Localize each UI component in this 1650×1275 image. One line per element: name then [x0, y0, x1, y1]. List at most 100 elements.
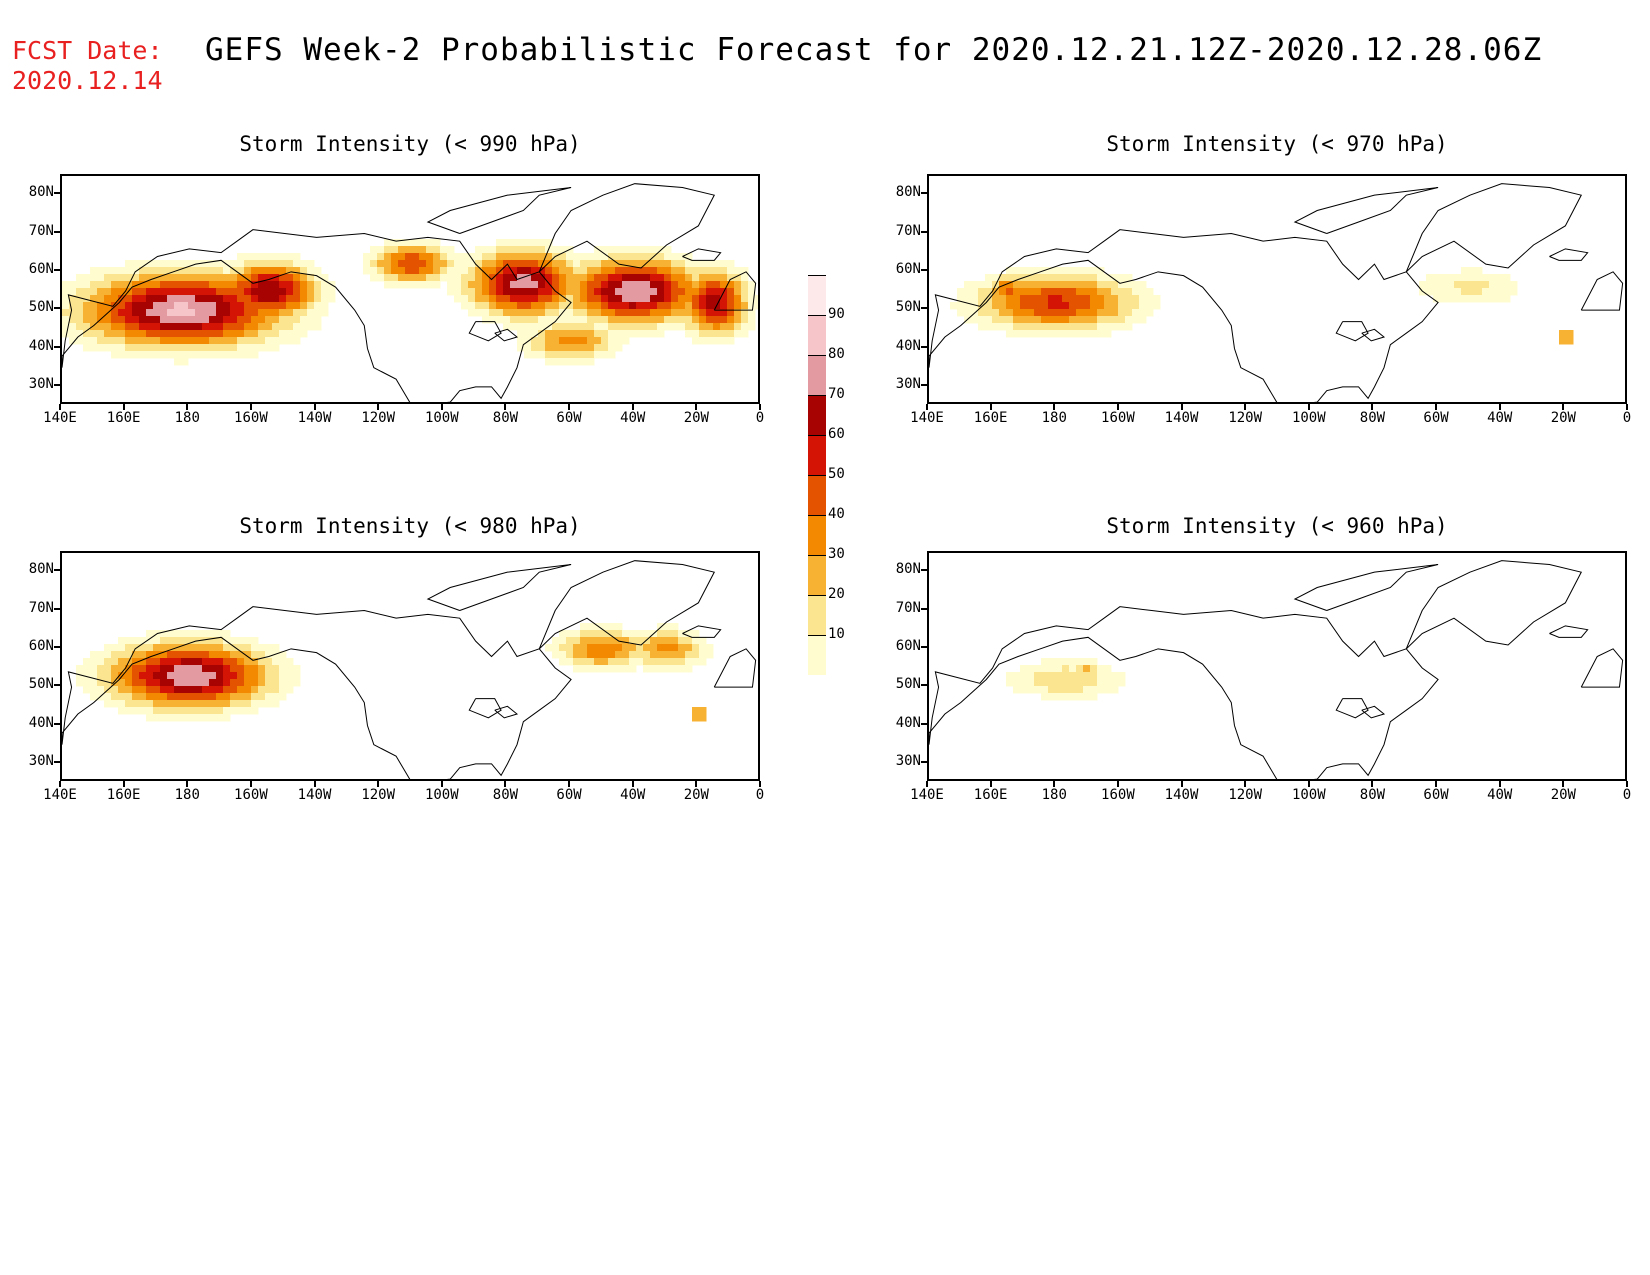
probability-cell: [181, 274, 189, 282]
probability-cell: [258, 253, 266, 261]
lon-label: 140E: [43, 410, 77, 426]
probability-cell: [531, 351, 539, 359]
probability-cell: [230, 658, 238, 666]
probability-cell: [1055, 665, 1063, 673]
probability-cell: [978, 288, 986, 296]
probability-cell: [1111, 302, 1119, 310]
probability-cell: [741, 288, 749, 296]
probability-cell: [985, 302, 993, 310]
probability-cell: [279, 302, 287, 310]
probability-cell: [279, 693, 287, 701]
probability-cell: [510, 323, 518, 331]
probability-cell: [1097, 323, 1105, 331]
probability-cell: [1090, 323, 1098, 331]
probability-cell: [244, 344, 252, 352]
probability-cell: [1139, 288, 1147, 296]
probability-cell: [1097, 309, 1105, 317]
probability-cell: [188, 288, 196, 296]
probability-cell: [1433, 274, 1441, 282]
probability-cell: [671, 295, 679, 303]
probability-cell: [1076, 274, 1084, 282]
probability-cell: [440, 253, 448, 261]
probability-cell: [97, 679, 105, 687]
probability-cell: [1118, 672, 1126, 680]
probability-cell: [601, 351, 609, 359]
probability-cell: [237, 309, 245, 317]
probability-cell: [629, 316, 637, 324]
probability-cell: [272, 651, 280, 659]
probability-cell: [111, 344, 119, 352]
probability-cell: [377, 274, 385, 282]
probability-cell: [209, 630, 217, 638]
lon-tick: [122, 404, 125, 410]
coastline: [1361, 328, 1386, 342]
probability-cell: [664, 246, 672, 254]
probability-cell: [83, 309, 91, 317]
probability-cell: [1062, 323, 1070, 331]
lat-label: 70N: [28, 222, 54, 239]
probability-cell: [188, 672, 196, 680]
probability-cell: [314, 267, 322, 275]
probability-cell: [552, 323, 560, 331]
probability-cell: [321, 274, 329, 282]
probability-cell: [559, 302, 567, 310]
probability-cell: [573, 309, 581, 317]
probability-cell: [419, 281, 427, 289]
probability-cell: [118, 700, 126, 708]
probability-cell: [587, 309, 595, 317]
probability-cell: [622, 337, 630, 345]
probability-cell: [132, 665, 140, 673]
probability-cell: [195, 679, 203, 687]
probability-cell: [503, 253, 511, 261]
probability-cell: [1076, 330, 1084, 338]
probability-cell: [69, 281, 77, 289]
probability-cell: [251, 288, 259, 296]
probability-cell: [552, 274, 560, 282]
probability-cell: [1020, 672, 1028, 680]
probability-cell: [125, 686, 133, 694]
probability-cell: [706, 288, 714, 296]
probability-cell: [503, 309, 511, 317]
probability-cell: [447, 288, 455, 296]
probability-cell: [545, 351, 553, 359]
probability-cell: [1062, 686, 1070, 694]
probability-cell: [1090, 672, 1098, 680]
probability-cell: [531, 323, 539, 331]
probability-cell: [265, 267, 273, 275]
probability-cell: [1006, 267, 1014, 275]
probability-cell: [244, 351, 252, 359]
probability-cell: [279, 316, 287, 324]
probability-cell: [1125, 274, 1133, 282]
probability-cell: [1034, 309, 1042, 317]
probability-cell: [181, 693, 189, 701]
probability-cell: [1083, 658, 1091, 666]
probability-cell: [146, 714, 154, 722]
probability-cell: [230, 330, 238, 338]
probability-cell: [580, 351, 588, 359]
probability-cell: [76, 309, 84, 317]
probability-cell: [636, 288, 644, 296]
probability-cell: [132, 651, 140, 659]
probability-cell: [531, 302, 539, 310]
probability-cell: [216, 644, 224, 652]
probability-cell: [230, 351, 238, 359]
probability-cell: [1027, 679, 1035, 687]
probability-cell: [510, 267, 518, 275]
probability-cell: [132, 295, 140, 303]
probability-cell: [237, 672, 245, 680]
probability-cell: [636, 295, 644, 303]
probability-cell: [1566, 330, 1574, 338]
probability-cell: [699, 281, 707, 289]
probability-cell: [1104, 330, 1112, 338]
probability-cell: [552, 295, 560, 303]
probability-cell: [307, 309, 315, 317]
probability-cell: [146, 281, 154, 289]
lat-label: 30N: [28, 752, 54, 769]
probability-cell: [209, 679, 217, 687]
probability-cell: [132, 309, 140, 317]
probability-cell: [195, 714, 203, 722]
lon-label: 100W: [424, 410, 459, 426]
lon-label: 80W: [1359, 787, 1386, 803]
lon-label: 140W: [297, 410, 332, 426]
probability-cell: [237, 330, 245, 338]
